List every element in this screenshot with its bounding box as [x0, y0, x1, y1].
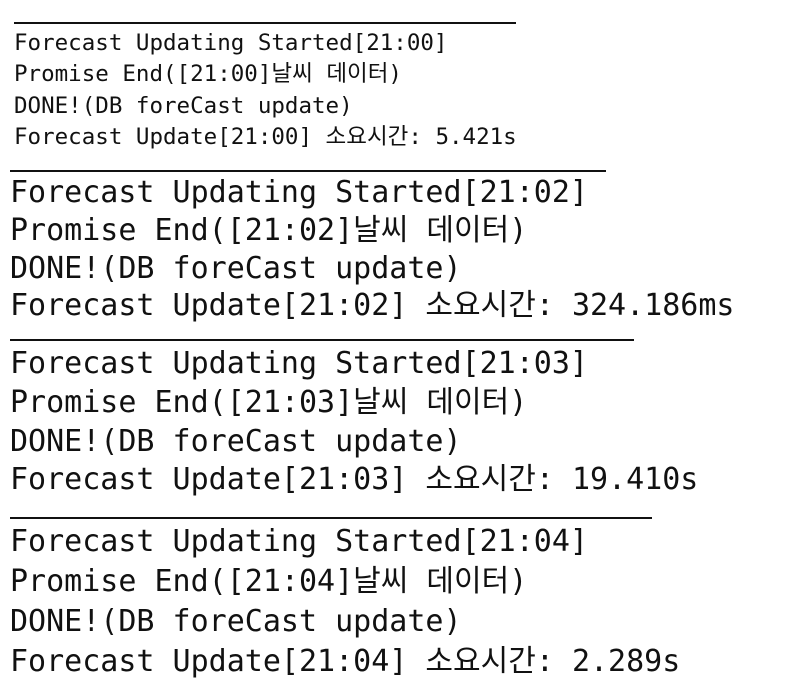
log-separator	[10, 517, 652, 519]
log-line-duration: Forecast Update[21:02] 소요시간: 324.186ms	[10, 288, 735, 323]
log-line-duration: Forecast Update[21:00] 소요시간: 5.421s	[14, 124, 517, 150]
log-line-started: Forecast Updating Started[21:03]	[10, 346, 588, 381]
log-line-promise: Promise End([21:03]날씨 데이터)	[10, 385, 528, 420]
log-line-done: DONE!(DB foreCast update)	[10, 424, 462, 459]
log-separator	[10, 170, 606, 172]
log-line-done: DONE!(DB foreCast update)	[10, 604, 462, 639]
log-line-started: Forecast Updating Started[21:04]	[10, 524, 588, 559]
log-line-done: DONE!(DB foreCast update)	[10, 251, 462, 286]
log-line-duration: Forecast Update[21:03] 소요시간: 19.410s	[10, 462, 699, 497]
log-separator	[14, 22, 516, 24]
log-line-started: Forecast Updating Started[21:00]	[14, 30, 448, 56]
log-line-done: DONE!(DB foreCast update)	[14, 93, 353, 119]
log-line-promise: Promise End([21:00]날씨 데이터)	[14, 61, 402, 87]
log-line-duration: Forecast Update[21:04] 소요시간: 2.289s	[10, 644, 681, 679]
log-line-promise: Promise End([21:02]날씨 데이터)	[10, 213, 528, 248]
log-line-promise: Promise End([21:04]날씨 데이터)	[10, 564, 528, 599]
log-separator	[10, 339, 634, 341]
log-line-started: Forecast Updating Started[21:02]	[10, 175, 588, 210]
